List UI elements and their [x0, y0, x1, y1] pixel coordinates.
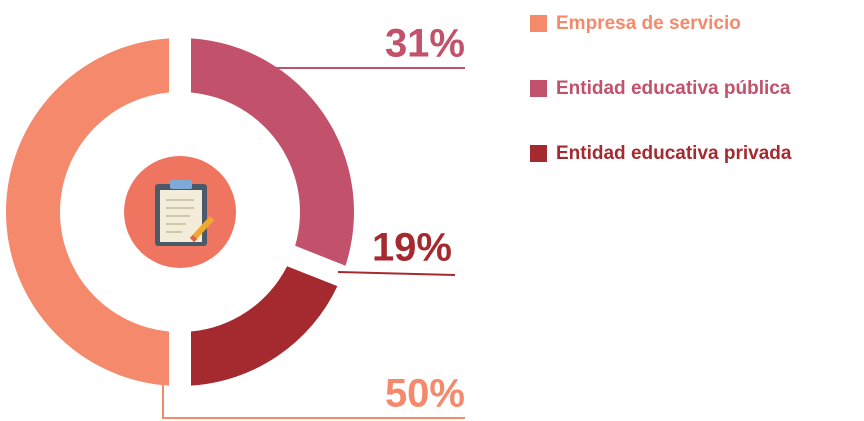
center-icon	[124, 156, 236, 268]
legend-swatch	[530, 15, 547, 32]
leader-line	[337, 271, 456, 276]
legend-label: Entidad educativa pública	[556, 78, 791, 99]
donut-slice	[191, 266, 338, 386]
donut-slice	[5, 38, 170, 386]
donut-slice	[191, 38, 354, 266]
legend-swatch	[530, 80, 547, 97]
legend-label: Empresa de servicio	[556, 13, 741, 34]
value-label: 50%	[385, 372, 465, 416]
legend-swatch	[530, 145, 547, 162]
value-label: 19%	[372, 226, 452, 270]
legend-label: Entidad educativa privada	[556, 143, 792, 164]
leader-line	[162, 385, 465, 419]
value-label: 31%	[385, 22, 465, 66]
